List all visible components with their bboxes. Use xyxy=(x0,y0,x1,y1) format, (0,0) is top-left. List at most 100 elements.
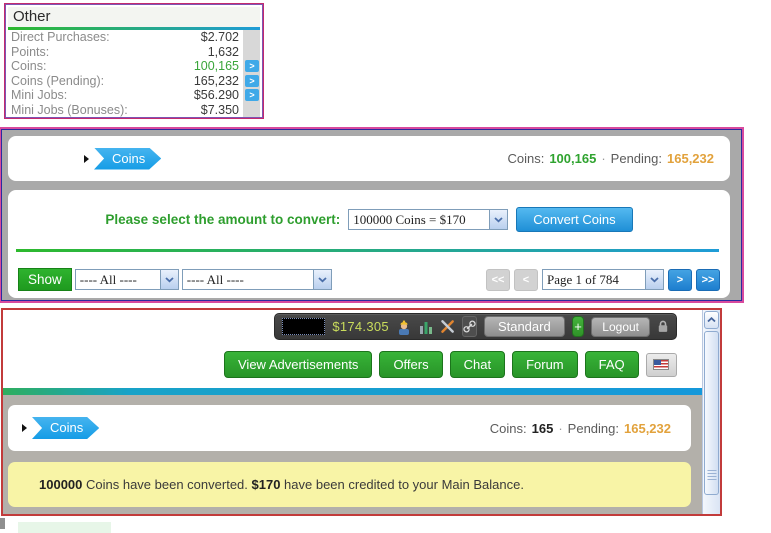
filter-category-value: ---- All ---- xyxy=(186,272,244,287)
gradient-divider xyxy=(3,388,703,395)
balance-value: $7.350 xyxy=(200,102,239,117)
balance-row-coins-pending: Coins (Pending): 165,232 > xyxy=(8,74,260,89)
account-header-bar: $174.305 Standard + Logout xyxy=(274,313,677,340)
convert-panel: Please select the amount to convert: 100… xyxy=(8,190,730,298)
balance-value: 1,632 xyxy=(207,44,239,59)
filter-category-select[interactable]: ---- All ---- xyxy=(181,269,332,290)
vertical-scrollbar[interactable] xyxy=(702,310,720,514)
main-balance-value: $174.305 xyxy=(332,319,389,334)
language-flag-button[interactable] xyxy=(645,352,677,377)
convert-prompt-label: Please select the amount to convert: xyxy=(105,212,341,227)
convert-amount-select[interactable]: 100000 Coins = $170 xyxy=(348,209,509,230)
page-content-area: Coins Coins: 165 · Pending: 165,232 1000… xyxy=(3,395,703,514)
gradient-divider xyxy=(8,27,260,30)
worker-icon[interactable] xyxy=(396,319,412,335)
balance-value: 100,165 xyxy=(193,59,239,73)
nav-chat-button[interactable]: Chat xyxy=(449,351,506,378)
balance-label: Direct Purchases: xyxy=(11,30,110,44)
other-balances-panel: Other Direct Purchases: $2.702 Points: 1… xyxy=(5,4,263,118)
balance-label: Coins (Pending): xyxy=(11,73,105,88)
tools-icon[interactable] xyxy=(440,319,455,334)
coins-value: 165 xyxy=(531,420,554,436)
nav-offers-button[interactable]: Offers xyxy=(379,351,443,378)
balance-row-mini-jobs: Mini Jobs: $56.290 > xyxy=(8,88,260,103)
tab-coins[interactable]: Coins xyxy=(94,147,162,170)
chevron-down-icon xyxy=(159,270,178,289)
page-first-button[interactable]: << xyxy=(486,268,510,291)
page-prev-button[interactable]: < xyxy=(514,268,538,291)
balance-label: Mini Jobs (Bonuses): xyxy=(11,102,128,117)
show-button[interactable]: Show xyxy=(18,268,72,291)
filter-row: Show ---- All ---- ---- All ---- << < Pa… xyxy=(18,268,720,291)
username-redacted-box xyxy=(282,318,326,335)
scrollbar-grip xyxy=(707,470,716,480)
page-last-button[interactable]: >> xyxy=(696,268,720,291)
page-next-button[interactable]: > xyxy=(668,268,692,291)
balance-value: 165,232 xyxy=(193,73,239,88)
membership-standard-button[interactable]: Standard xyxy=(483,316,565,337)
pending-value: 165,232 xyxy=(667,151,714,166)
balance-label: Coins: xyxy=(11,59,47,73)
balance-row-direct-purchases: Direct Purchases: $2.702 xyxy=(8,30,260,45)
conversion-success-alert: 100000 Coins have been converted. $170 h… xyxy=(8,462,691,507)
separator-dot: · xyxy=(601,151,606,166)
tooltip-artifact xyxy=(18,522,111,533)
balance-value: $56.290 xyxy=(193,88,239,102)
main-navigation: View Advertisements Offers Chat Forum FA… xyxy=(224,351,677,378)
other-panel-title: Other xyxy=(8,7,260,27)
us-flag-icon xyxy=(653,359,670,370)
pagination: << < Page 1 of 784 > >> xyxy=(486,268,720,291)
coins-header-panel: Coins Coins: 100,165 · Pending: 165,232 xyxy=(8,136,730,181)
other-panel-rows: Direct Purchases: $2.702 Points: 1,632 C… xyxy=(8,30,260,117)
page-select-value: Page 1 of 784 xyxy=(547,272,619,287)
gradient-divider xyxy=(16,249,719,252)
alert-text: have been credited to your Main Balance. xyxy=(280,477,524,492)
convert-row: Please select the amount to convert: 100… xyxy=(8,190,730,232)
lock-icon[interactable] xyxy=(657,319,669,334)
coins-label: Coins: xyxy=(489,420,527,436)
coins-header-panel: Coins Coins: 165 · Pending: 165,232 xyxy=(8,405,691,451)
convert-amount-selected-value: 100000 Coins = $170 xyxy=(353,212,466,227)
caret-icon xyxy=(22,424,27,432)
filter-type-value: ---- All ---- xyxy=(79,272,137,287)
link-icon[interactable] xyxy=(461,316,477,337)
balance-label: Mini Jobs: xyxy=(11,88,68,102)
balance-row-coins: Coins: 100,165 > xyxy=(8,59,260,74)
scrollbar-thumb[interactable] xyxy=(704,331,719,495)
converted-amount: 100000 xyxy=(39,477,83,492)
balance-row-mini-jobs-bonuses: Mini Jobs (Bonuses): $7.350 xyxy=(8,103,260,118)
coins-summary: Coins: 100,165 · Pending: 165,232 xyxy=(507,151,714,166)
balance-label: Points: xyxy=(11,44,50,59)
add-funds-button[interactable]: + xyxy=(571,316,585,337)
coins-detail-arrow-button[interactable]: > xyxy=(245,60,259,72)
caret-icon xyxy=(84,154,89,163)
nav-faq-button[interactable]: FAQ xyxy=(584,351,639,378)
coins-value: 100,165 xyxy=(549,151,597,166)
alert-text: Coins have been converted. xyxy=(82,477,252,492)
pending-label: Pending: xyxy=(610,151,662,166)
page-select[interactable]: Page 1 of 784 xyxy=(542,269,664,290)
pending-label: Pending: xyxy=(567,420,619,436)
nav-view-advertisements-button[interactable]: View Advertisements xyxy=(224,351,373,378)
chevron-down-icon xyxy=(645,270,663,289)
tab-coins[interactable]: Coins xyxy=(32,417,100,439)
separator-dot: · xyxy=(558,420,563,436)
chevron-down-icon xyxy=(489,210,508,229)
nav-forum-button[interactable]: Forum xyxy=(512,351,578,378)
corner-artifact xyxy=(0,518,5,529)
credited-amount: $170 xyxy=(251,477,281,492)
chevron-down-icon xyxy=(312,270,331,289)
conversion-result-section: $174.305 Standard + Logout View Advertis… xyxy=(1,308,722,516)
pending-value: 165,232 xyxy=(624,420,671,436)
coins-pending-detail-arrow-button[interactable]: > xyxy=(245,74,259,87)
scrollbar-up-arrow[interactable] xyxy=(704,311,719,329)
coins-tab-group: Coins xyxy=(22,417,100,439)
coins-tab-group: Coins xyxy=(84,147,162,170)
balance-value: $2.702 xyxy=(200,30,239,44)
logout-button[interactable]: Logout xyxy=(591,316,650,337)
balance-row-points: Points: 1,632 xyxy=(8,45,260,60)
filter-type-select[interactable]: ---- All ---- xyxy=(74,269,179,290)
mini-jobs-detail-arrow-button[interactable]: > xyxy=(245,89,259,101)
convert-coins-button[interactable]: Convert Coins xyxy=(516,207,633,232)
statistics-chart-icon[interactable] xyxy=(419,320,433,334)
